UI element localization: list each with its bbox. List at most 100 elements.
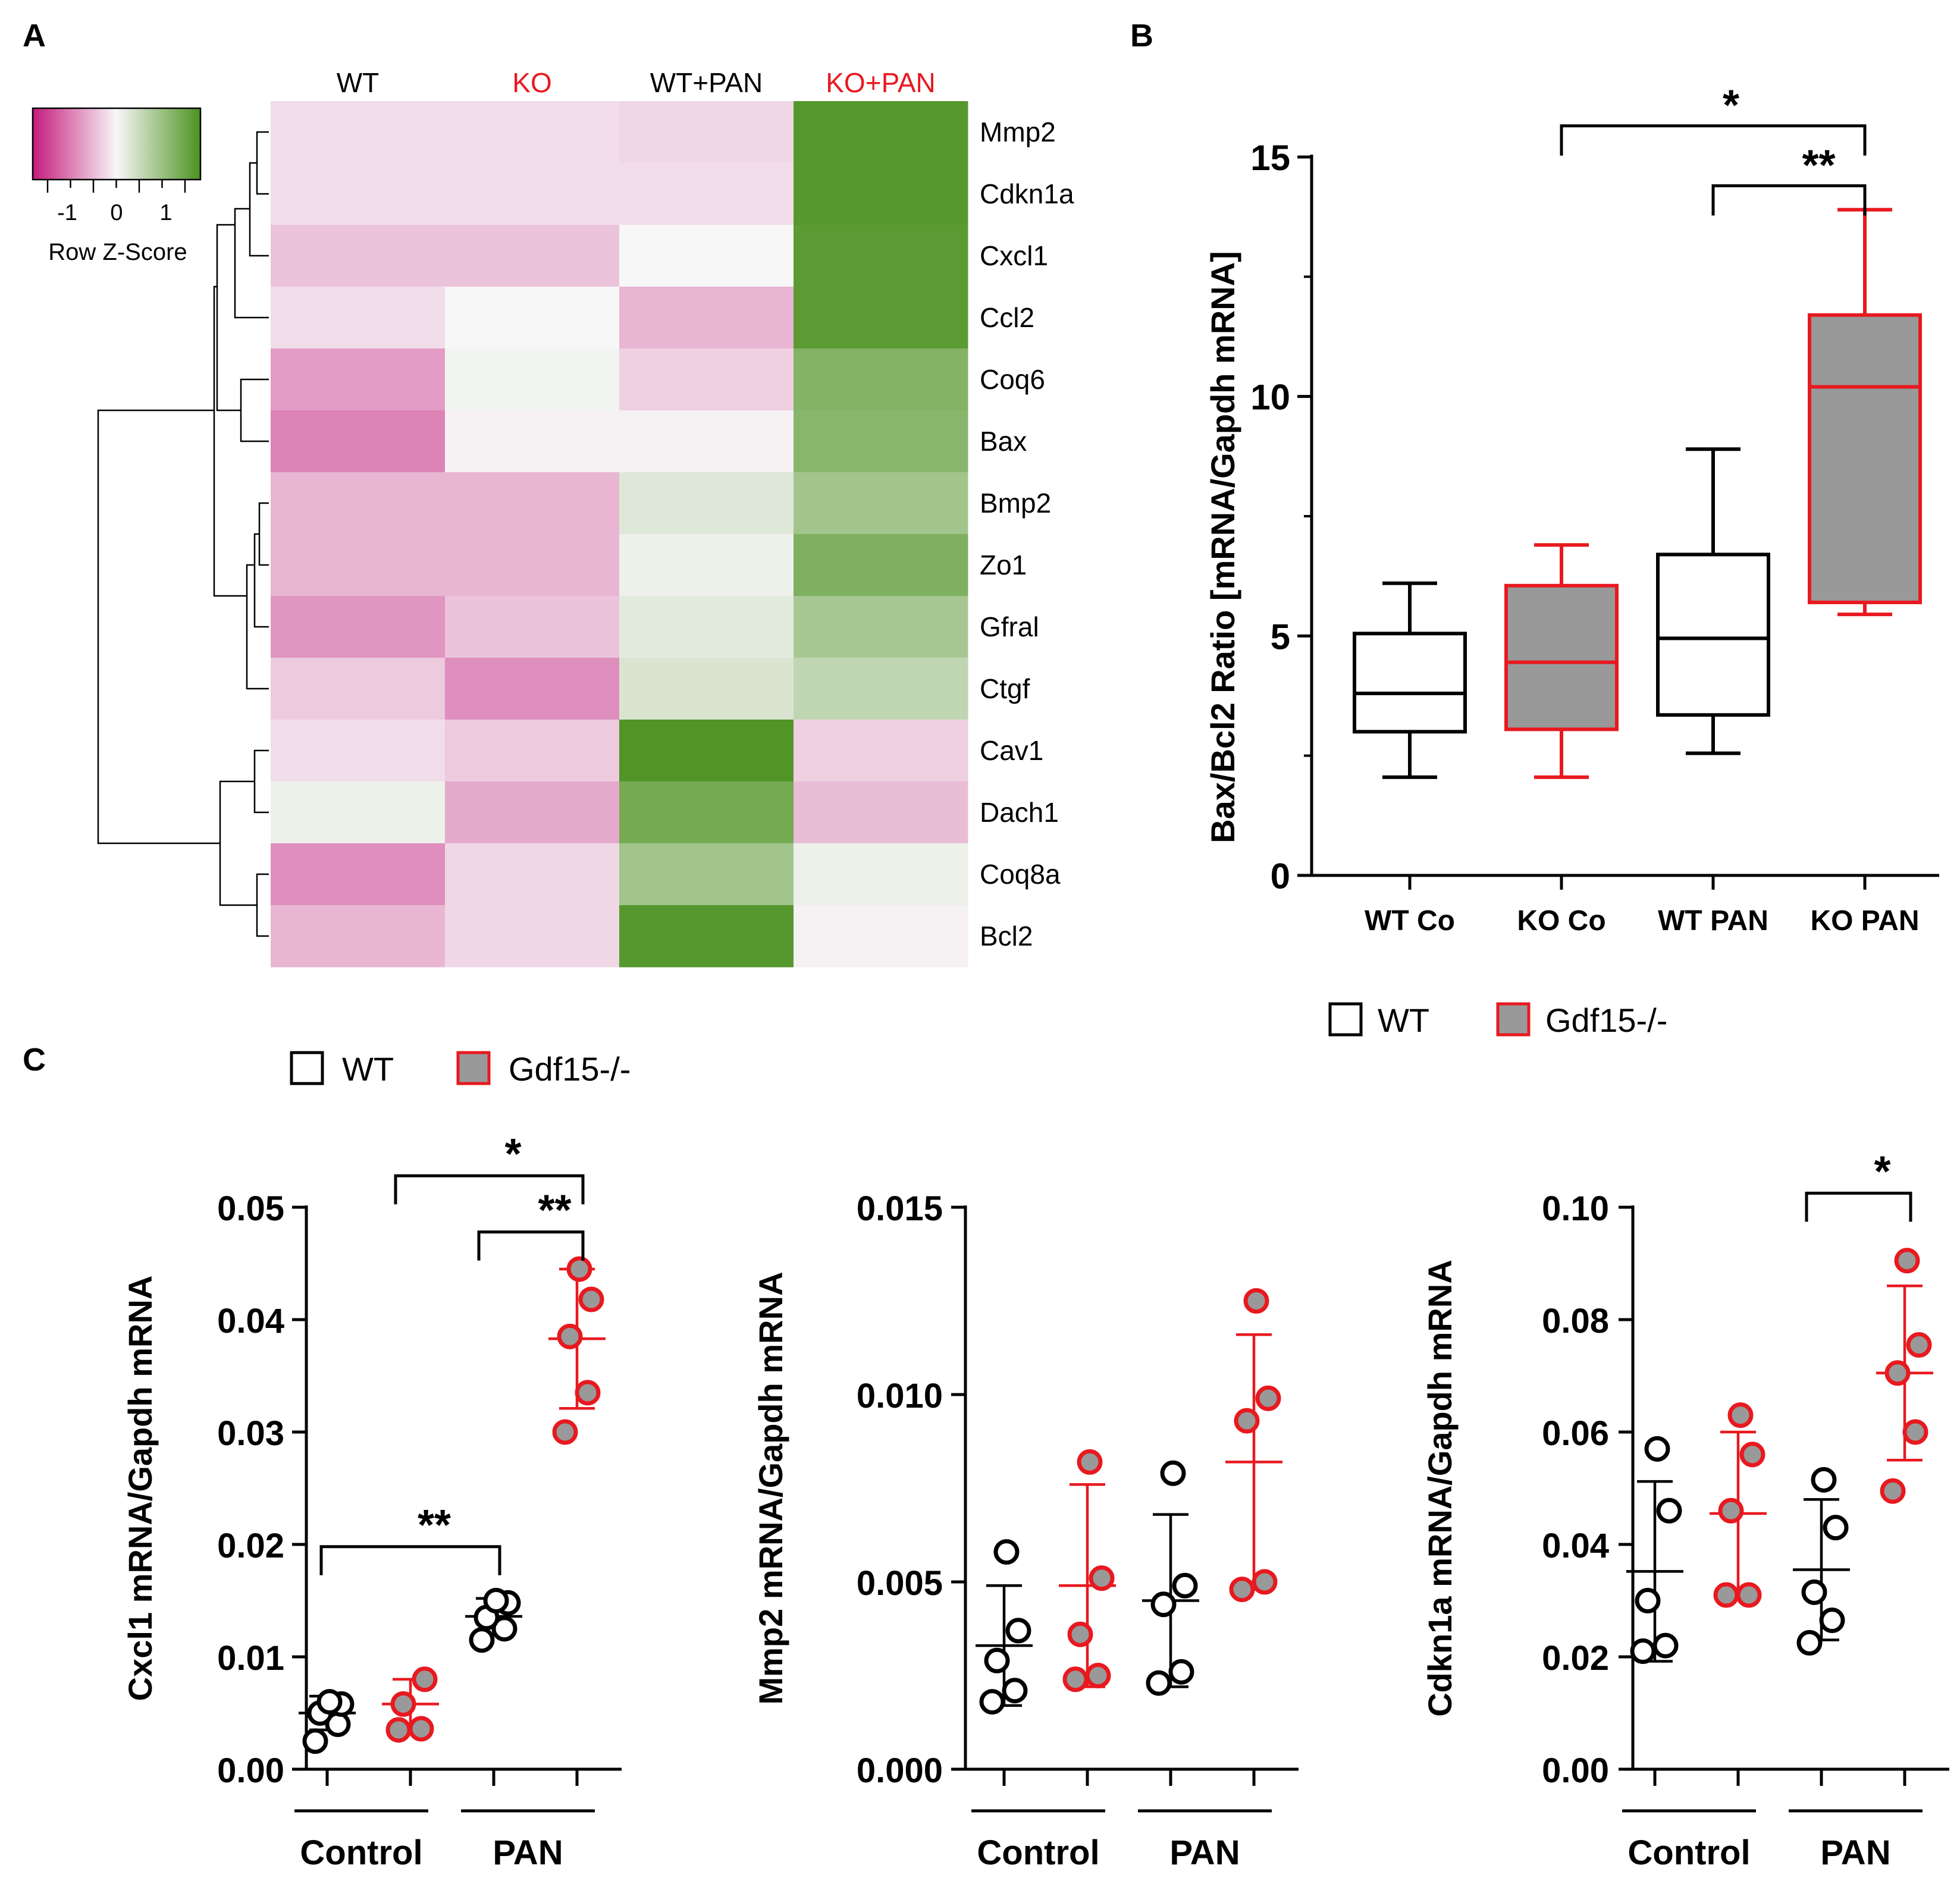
y-tick-label: 0.010 [857, 1377, 943, 1415]
data-point [1819, 1607, 1845, 1634]
heatmap-cell [794, 348, 968, 411]
y-tick-label: 0.06 [1542, 1414, 1609, 1453]
heatmap-cell [619, 348, 794, 411]
heatmap-cell [619, 534, 794, 596]
heatmap-cell [271, 658, 446, 720]
data-point [1255, 1385, 1281, 1411]
colorbar-tick-label: 0 [110, 200, 123, 225]
data-point [1077, 1449, 1103, 1475]
data-point [552, 1419, 578, 1445]
y-axis-label: Cdkn1a mRNA/Gapdh mRNA [1421, 1260, 1459, 1717]
y-tick-label: 0.02 [1542, 1639, 1609, 1678]
dendrogram-branch [240, 378, 269, 442]
heatmap-cell [445, 348, 620, 411]
box [1353, 632, 1467, 734]
dendrogram-branch [246, 564, 269, 690]
heatmap-cell [445, 843, 620, 906]
heatmap-cell [794, 658, 968, 720]
heatmap-cell [271, 410, 446, 473]
data-point [1718, 1497, 1744, 1524]
significance-label: ** [538, 1187, 571, 1235]
group-label: Control [977, 1833, 1099, 1872]
heatmap-cell [271, 720, 446, 782]
data-point [566, 1256, 592, 1282]
legend-swatch [1328, 1002, 1363, 1037]
heatmap-cell [445, 101, 620, 164]
group-label: Control [1627, 1833, 1750, 1872]
x-tick-label: WT PAN [1658, 905, 1768, 937]
heatmap-cell [619, 596, 794, 658]
scatter-mmp2: 0.000 0.005 0.010 0.015 Mmp2 mRNA/Gapdh mRNA… [752, 1189, 1299, 1872]
y-tick-label: 0.08 [1542, 1302, 1609, 1340]
heatmap-cell [271, 596, 446, 658]
data-point [575, 1380, 601, 1406]
heatmap-col-label: WT+PAN [650, 67, 763, 98]
y-tick-label: 0.05 [217, 1189, 284, 1228]
heatmap-cell [619, 101, 794, 164]
data-point [491, 1616, 518, 1642]
heatmap-cell [445, 163, 620, 225]
heatmap-panel-a: WT KO WT+PAN KO+PAN Mmp2 Cdkn1a Cxcl1 Ccl2 Coq6 B… [32, 67, 1074, 968]
data-point [390, 1691, 416, 1717]
y-tick-label: 0.000 [857, 1751, 943, 1790]
y-tick-label: 0.00 [1542, 1751, 1609, 1790]
scatter-cdkn1a: 0.00 0.02 0.04 0.06 0.08 0.10 Cdkn1a mRNA/Gapd… [1421, 1148, 1949, 1872]
y-tick-label: 10 [1250, 378, 1290, 417]
heatmap-row-label: Bax [980, 426, 1027, 457]
heatmap-row-label: Cxcl1 [980, 240, 1048, 271]
heatmap-dendrogram [97, 131, 269, 937]
significance-label: ** [418, 1502, 451, 1549]
data-point [1739, 1442, 1765, 1468]
heatmap-row-label: Cdkn1a [980, 178, 1074, 209]
heatmap-cell [271, 225, 446, 287]
y-tick-label: 0 [1271, 856, 1290, 896]
data-point [1644, 1436, 1670, 1462]
significance-bracket [319, 1545, 501, 1575]
legend-label: WT [342, 1050, 394, 1088]
heatmap-cell [445, 534, 620, 596]
data-point [1089, 1565, 1115, 1591]
data-point [1811, 1467, 1837, 1493]
heatmap-cell [619, 225, 794, 287]
heatmap-cell [619, 472, 794, 535]
heatmap-cell [794, 596, 968, 658]
data-point [1234, 1408, 1260, 1434]
legend-swatch [456, 1051, 491, 1085]
data-point [1884, 1360, 1911, 1386]
heatmap-cell [445, 596, 620, 658]
data-point [578, 1286, 604, 1312]
heatmap-cell [619, 658, 794, 720]
y-axis-label: Mmp2 mRNA/Gapdh mRNA [752, 1271, 789, 1704]
heatmap-cell [271, 781, 446, 844]
heatmap-cell [271, 472, 446, 535]
data-point [1002, 1678, 1028, 1704]
heatmap-cell [619, 843, 794, 906]
heatmap-cell [445, 287, 620, 349]
data-point [1656, 1497, 1682, 1524]
legend-label: Gdf15-/- [509, 1050, 631, 1088]
colorbar-title: Row Z-Score [48, 239, 187, 265]
data-point [408, 1716, 434, 1742]
significance-label: ** [1802, 142, 1835, 189]
y-tick-label: 0.04 [1542, 1527, 1609, 1565]
dendrogram-branch [97, 409, 220, 844]
box [1808, 313, 1922, 604]
dendrogram-branch [216, 224, 241, 412]
y-axis-label: Cxcl1 mRNA/Gapdh mRNA [121, 1276, 159, 1701]
heatmap-row-label: Bcl2 [980, 921, 1033, 952]
heatmap-cell [794, 905, 968, 968]
heatmap-row-label: Cav1 [980, 735, 1043, 766]
heatmap-cell [271, 843, 446, 906]
data-point [302, 1728, 328, 1754]
heatmap-row-label: Dach1 [980, 797, 1059, 828]
data-point [1894, 1248, 1920, 1274]
data-point [1652, 1632, 1679, 1659]
heatmap-cell [271, 534, 446, 596]
significance-label: * [1874, 1148, 1890, 1195]
data-point [385, 1717, 412, 1743]
data-point [1243, 1288, 1269, 1314]
dendrogram-branch [256, 873, 269, 937]
legend-panel-c: WT Gdf15-/- [290, 1050, 631, 1088]
heatmap-col-label: WT [337, 67, 380, 98]
dendrogram-branch [213, 285, 247, 597]
